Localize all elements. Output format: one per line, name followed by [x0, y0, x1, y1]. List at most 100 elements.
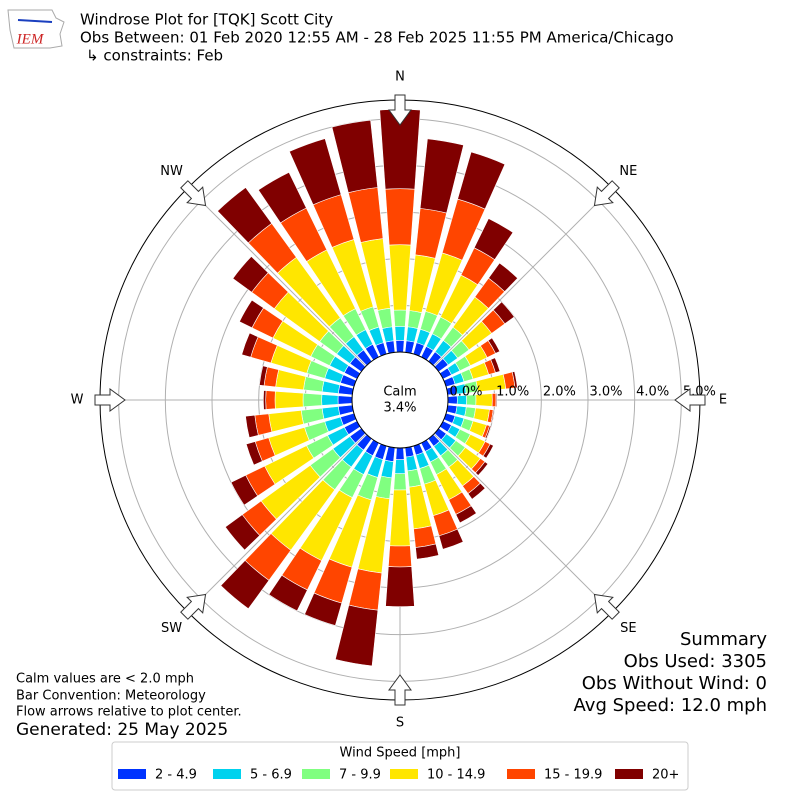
wind-bar-segment: [379, 109, 421, 190]
note: Calm values are < 2.0 mph: [16, 672, 194, 687]
flow-arrow: [388, 94, 412, 126]
wind-bar-segment: [224, 514, 261, 551]
direction-label: NE: [619, 164, 637, 179]
wind-bar-segment: [457, 151, 506, 210]
wind-bar-segment: [302, 392, 323, 408]
flow-arrow-shape: [674, 388, 706, 412]
calm-value: 3.4%: [383, 401, 416, 416]
note: Bar Convention: Meteorology: [16, 689, 206, 704]
wind-bar-segment: [388, 545, 412, 568]
wind-bar-segment: [511, 371, 518, 389]
radial-tick-label: 0.0%: [449, 385, 482, 400]
flow-arrow: [388, 674, 412, 706]
legend-swatch: [507, 769, 535, 779]
wind-bar-segment: [393, 473, 407, 491]
wind-bar-segment: [263, 390, 267, 410]
wind-bar-segment: [419, 138, 464, 214]
generated: Generated: 25 May 2025: [16, 720, 228, 740]
wind-bar-segment: [220, 559, 270, 610]
constraints: ↳ constraints: Feb: [86, 47, 223, 65]
wind-bar-segment: [239, 299, 264, 329]
wind-bar-segment: [492, 301, 515, 325]
logo: IEM: [7, 9, 65, 49]
wind-bar-segment: [241, 332, 259, 358]
wind-bar-segment: [257, 171, 307, 224]
summary-line: Obs Without Wind: 0: [582, 673, 767, 694]
legend-title: Wind Speed [mph]: [340, 746, 461, 761]
flow-arrow: [180, 593, 207, 620]
flow-arrow: [94, 388, 126, 412]
legend-label: 20+: [652, 768, 679, 783]
direction-label: N: [395, 70, 405, 85]
wind-bar-segment: [245, 414, 259, 438]
wind-bar-segment: [230, 474, 259, 506]
legend-label: 5 - 6.9: [250, 768, 292, 783]
wind-bar-segment: [389, 489, 411, 547]
radial-grid-line: [433, 187, 613, 367]
flow-arrow: [180, 180, 207, 207]
wind-bar-segment: [331, 119, 378, 194]
legend: 2 - 4.9 5 - 6.9 7 - 9.9 10 - 14.9 15 - 19.9 2…: [118, 768, 679, 783]
legend-swatch: [615, 769, 643, 779]
legend-swatch: [118, 769, 146, 779]
direction-label: NW: [160, 164, 183, 179]
subtitle: Obs Between: 01 Feb 2020 12:55 AM - 28 F…: [80, 29, 674, 47]
legend-label: 15 - 19.9: [544, 768, 602, 783]
legend-swatch: [213, 769, 241, 779]
direction-label: S: [396, 716, 404, 731]
title: Windrose Plot for [TQK] Scott City: [80, 11, 333, 29]
radial-tick-label: 2.0%: [543, 385, 576, 400]
wind-bar-segment: [268, 574, 308, 612]
radial-grid-line: [433, 433, 613, 613]
logo-text: IEM: [16, 31, 45, 47]
flow-arrow-shape: [593, 593, 620, 620]
radial-tick-label: 3.0%: [589, 385, 622, 400]
wind-bar-segment: [484, 425, 492, 439]
wind-bar-segment: [495, 392, 498, 408]
direction-label: SE: [620, 621, 636, 636]
wind-bar-segment: [487, 337, 501, 354]
wind-bar-segment: [321, 394, 339, 406]
flow-arrow-shape: [94, 388, 126, 412]
radial-tick-label: 1.0%: [496, 385, 529, 400]
wind-bar-segment: [232, 256, 269, 293]
wind-bar-segment: [455, 505, 477, 524]
wind-bar-segment: [274, 390, 304, 410]
flow-arrow: [593, 593, 620, 620]
flow-arrow: [593, 180, 620, 207]
wind-bar-segment: [395, 340, 405, 353]
wind-bar-segment: [475, 461, 489, 476]
wind-bar-segment: [245, 441, 263, 466]
calm-circle: [351, 351, 449, 449]
wind-bar-segment: [473, 218, 514, 261]
flow-arrow-shape: [388, 674, 412, 706]
wind-bar-segment: [217, 187, 273, 244]
summary-title: Summary: [680, 629, 767, 650]
legend-swatch: [390, 769, 418, 779]
radial-grid-line: [187, 433, 367, 613]
flow-arrow-shape: [388, 94, 412, 126]
direction-label: SW: [161, 621, 182, 636]
wind-bar-segment: [490, 357, 501, 373]
summary-line: Avg Speed: 12.0 mph: [574, 695, 767, 716]
note: Flow arrows relative to plot center.: [16, 705, 242, 720]
logo-line: [17, 19, 53, 23]
wind-bar-segment: [394, 326, 406, 341]
wind-bar-segment: [490, 409, 495, 424]
wind-bar-segment: [415, 543, 440, 560]
wind-bar-segment: [334, 604, 379, 667]
legend-swatch: [302, 769, 330, 779]
calm-label: Calm: [383, 385, 416, 400]
wind-bar-segment: [488, 262, 519, 293]
legend-label: 2 - 4.9: [155, 768, 197, 783]
wind-bar-segment: [337, 395, 353, 405]
wind-bar-segment: [384, 188, 416, 246]
wind-bar-segment: [288, 138, 342, 206]
legend-label: 10 - 14.9: [427, 768, 485, 783]
flow-arrow-shape: [180, 180, 207, 207]
radial-grid-line: [187, 187, 367, 367]
legend-label: 7 - 9.9: [339, 768, 381, 783]
wind-bar-segment: [393, 309, 407, 327]
